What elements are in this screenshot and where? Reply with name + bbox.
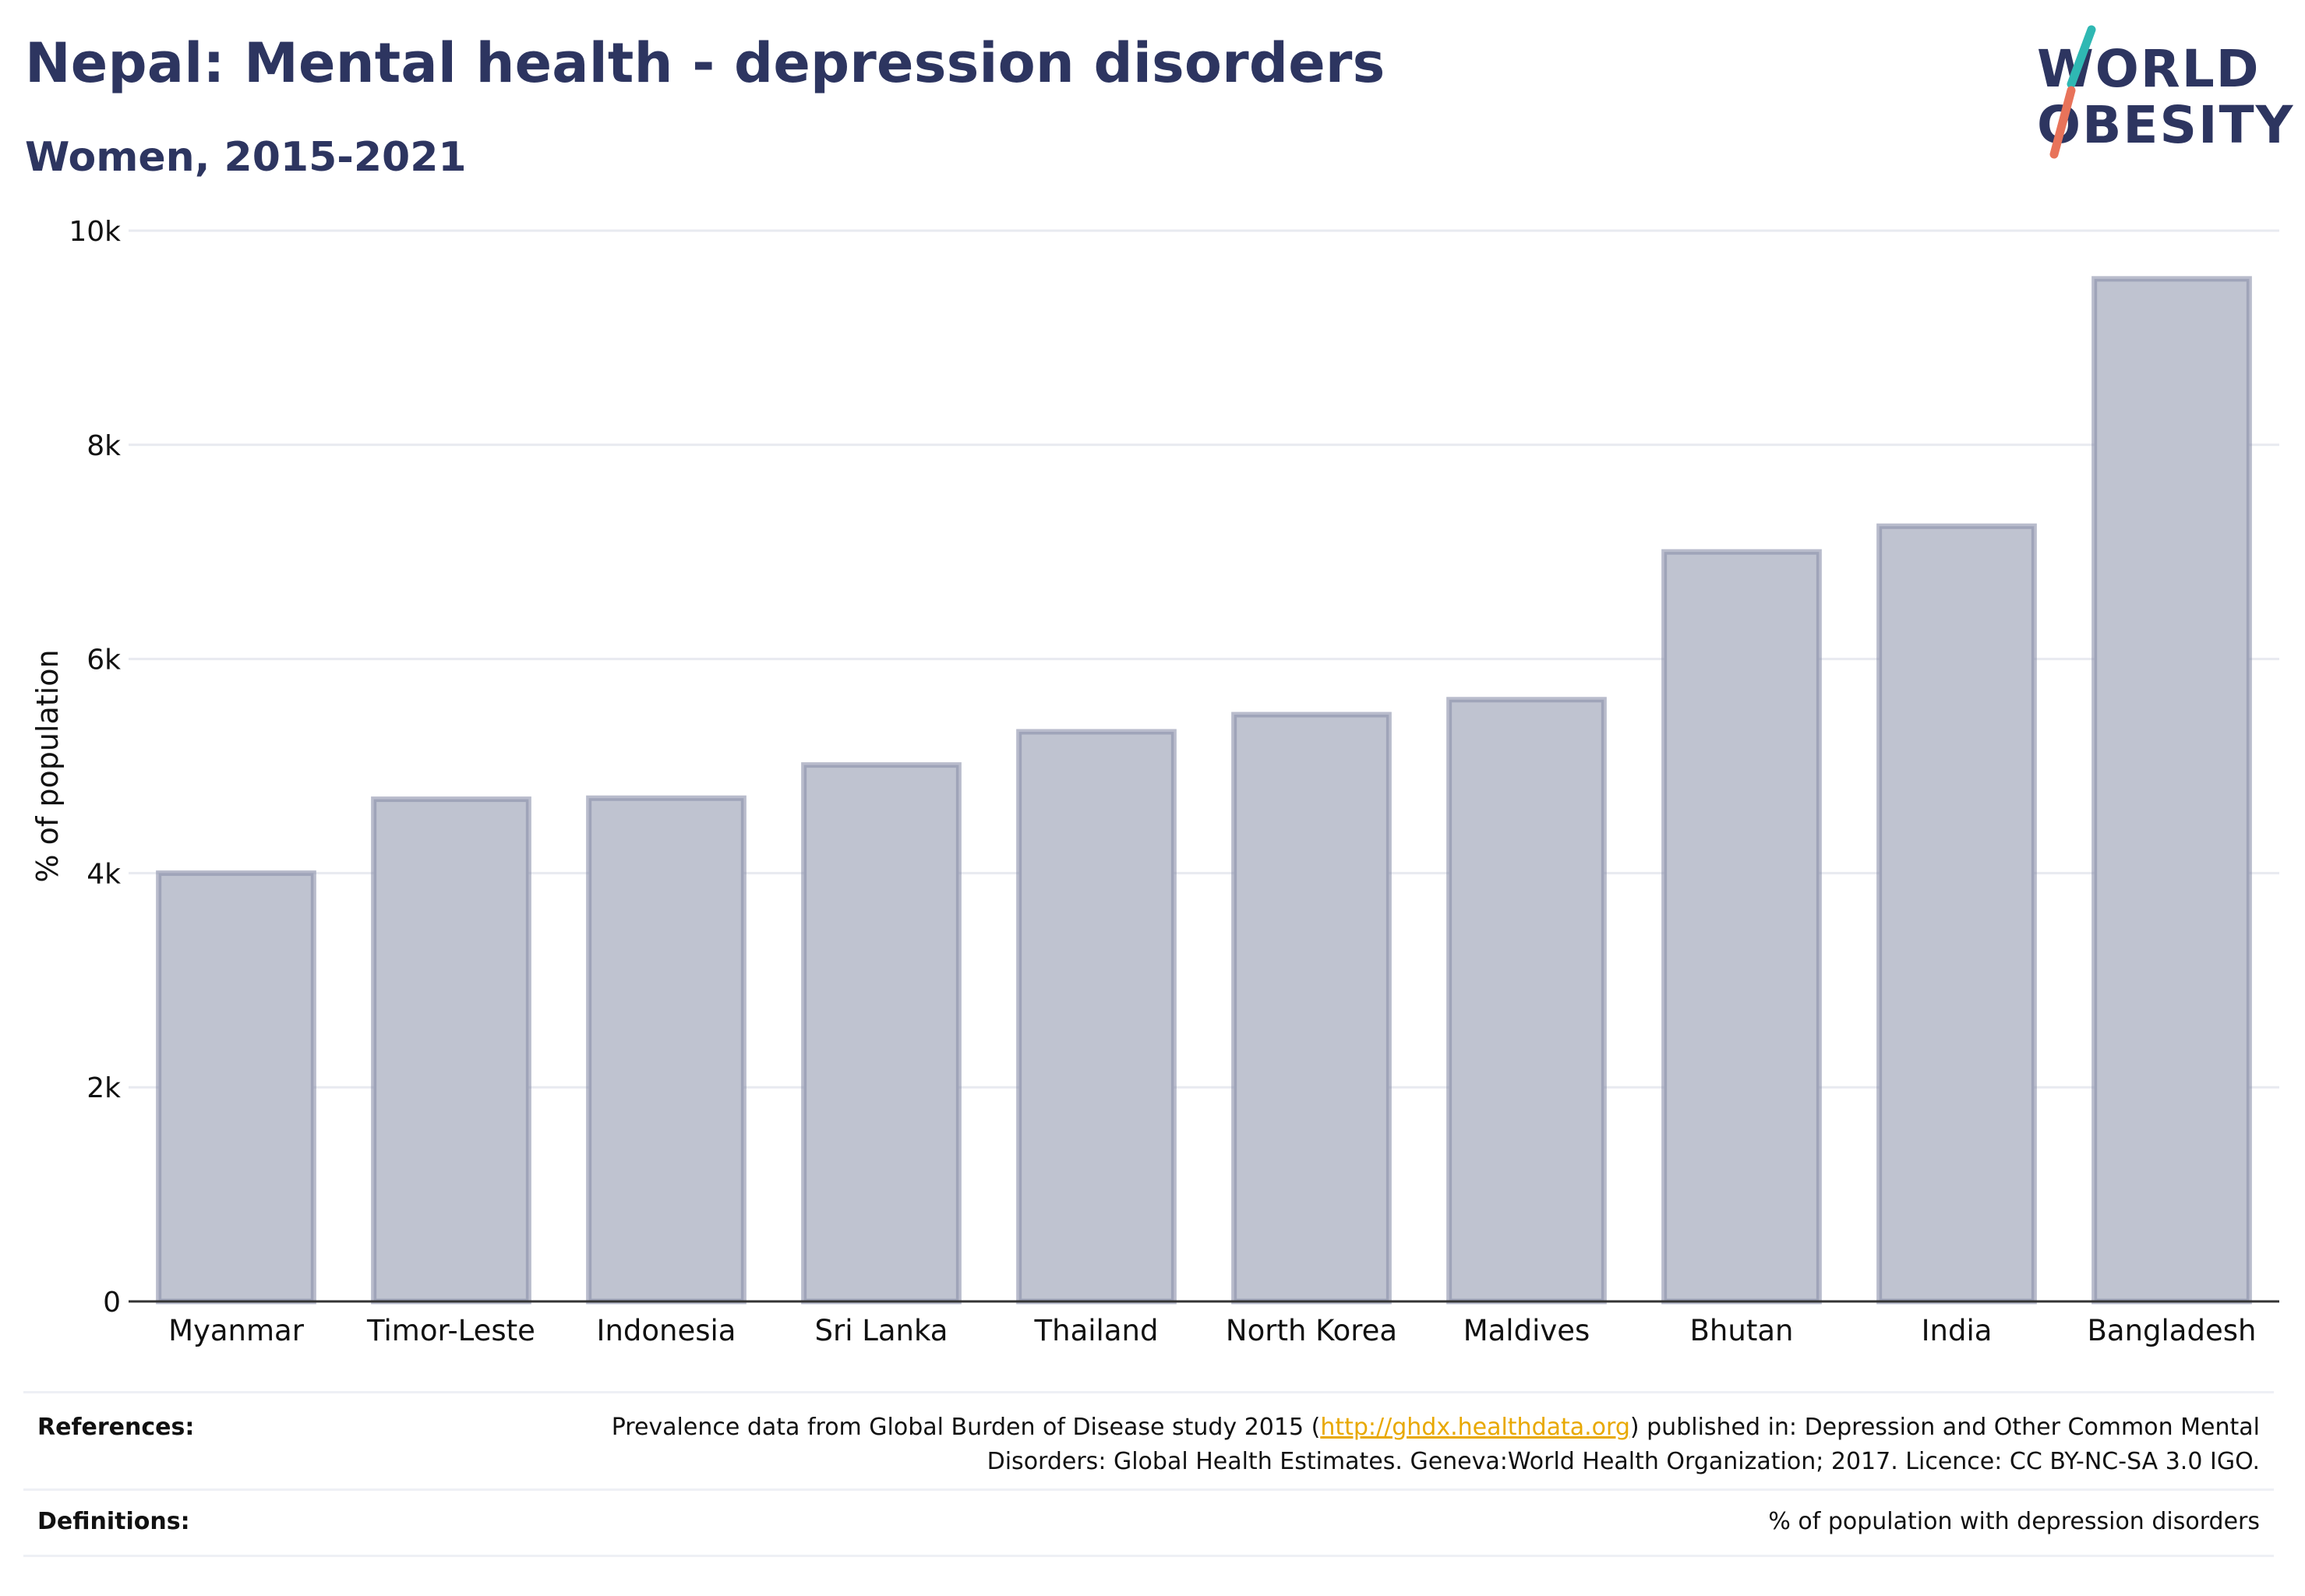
x-tick-label: Indonesia (597, 1314, 736, 1347)
world-obesity-logo: WORLD OBESITY (2026, 23, 2295, 171)
y-tick-label: 6k (86, 644, 121, 676)
x-tick-label: India (1922, 1314, 1993, 1347)
references-text: Prevalence data from Global Burden of Di… (545, 1411, 2260, 1479)
y-tick-label: 2k (86, 1072, 121, 1104)
x-tick-label: Bhutan (1690, 1314, 1794, 1347)
bar-india (1876, 523, 2037, 1305)
bar-sri-lanka (801, 762, 962, 1305)
bar-bangladesh (2091, 276, 2252, 1305)
references-link[interactable]: http://ghdx.healthdata.org (1320, 1414, 1630, 1441)
bar-timor-leste (371, 796, 531, 1305)
definitions-text: % of population with depression disorder… (1768, 1508, 2260, 1535)
references-row: References: Prevalence data from Global … (23, 1391, 2274, 1488)
bar-chart: 0 2k 4k 6k 8k 10k Myanmar Timor-Leste Indonesia S… (30, 216, 2279, 1347)
y-tick-label: 8k (86, 430, 121, 462)
x-tick-label: Bangladesh (2088, 1314, 2257, 1347)
references-text-end: ) published in: Depression and Other Com… (987, 1414, 2260, 1475)
definitions-row: Definitions: % of population with depres… (23, 1488, 2274, 1557)
x-tick-label: Maldives (1463, 1314, 1590, 1347)
x-tick-label: Sri Lanka (815, 1314, 948, 1347)
bar-indonesia (586, 795, 747, 1305)
references-label: References: (37, 1414, 195, 1441)
y-tick-label: 0 (103, 1287, 121, 1319)
x-tick-label: Timor-Leste (366, 1314, 535, 1347)
y-axis-label: % of population (30, 649, 65, 882)
x-tick-label: Thailand (1034, 1314, 1159, 1347)
bar-maldives (1446, 697, 1607, 1305)
x-tick-label: North Korea (1226, 1314, 1397, 1347)
bar-thailand (1016, 729, 1177, 1305)
bar-myanmar (156, 870, 316, 1305)
bar-bhutan (1661, 549, 1822, 1305)
footer: References: Prevalence data from Global … (23, 1391, 2274, 1557)
logo-slash-icon (2049, 25, 2096, 159)
x-tick-label: Myanmar (168, 1314, 305, 1347)
chart-title: Nepal: Mental health - depression disord… (25, 31, 1385, 95)
chart-subtitle: Women, 2015-2021 (25, 134, 467, 181)
references-text-start: Prevalence data from Global Burden of Di… (611, 1414, 1321, 1441)
bar-north-korea (1231, 711, 1392, 1305)
definitions-label: Definitions: (37, 1508, 190, 1535)
y-tick-label: 4k (86, 858, 121, 890)
axes: 0 2k 4k 6k 8k 10k Myanmar Timor-Leste Indonesia S… (69, 216, 2279, 1347)
logo-line-2: OBESITY (2037, 95, 2295, 155)
y-tick-label: 10k (69, 216, 121, 248)
bars (156, 276, 2252, 1305)
